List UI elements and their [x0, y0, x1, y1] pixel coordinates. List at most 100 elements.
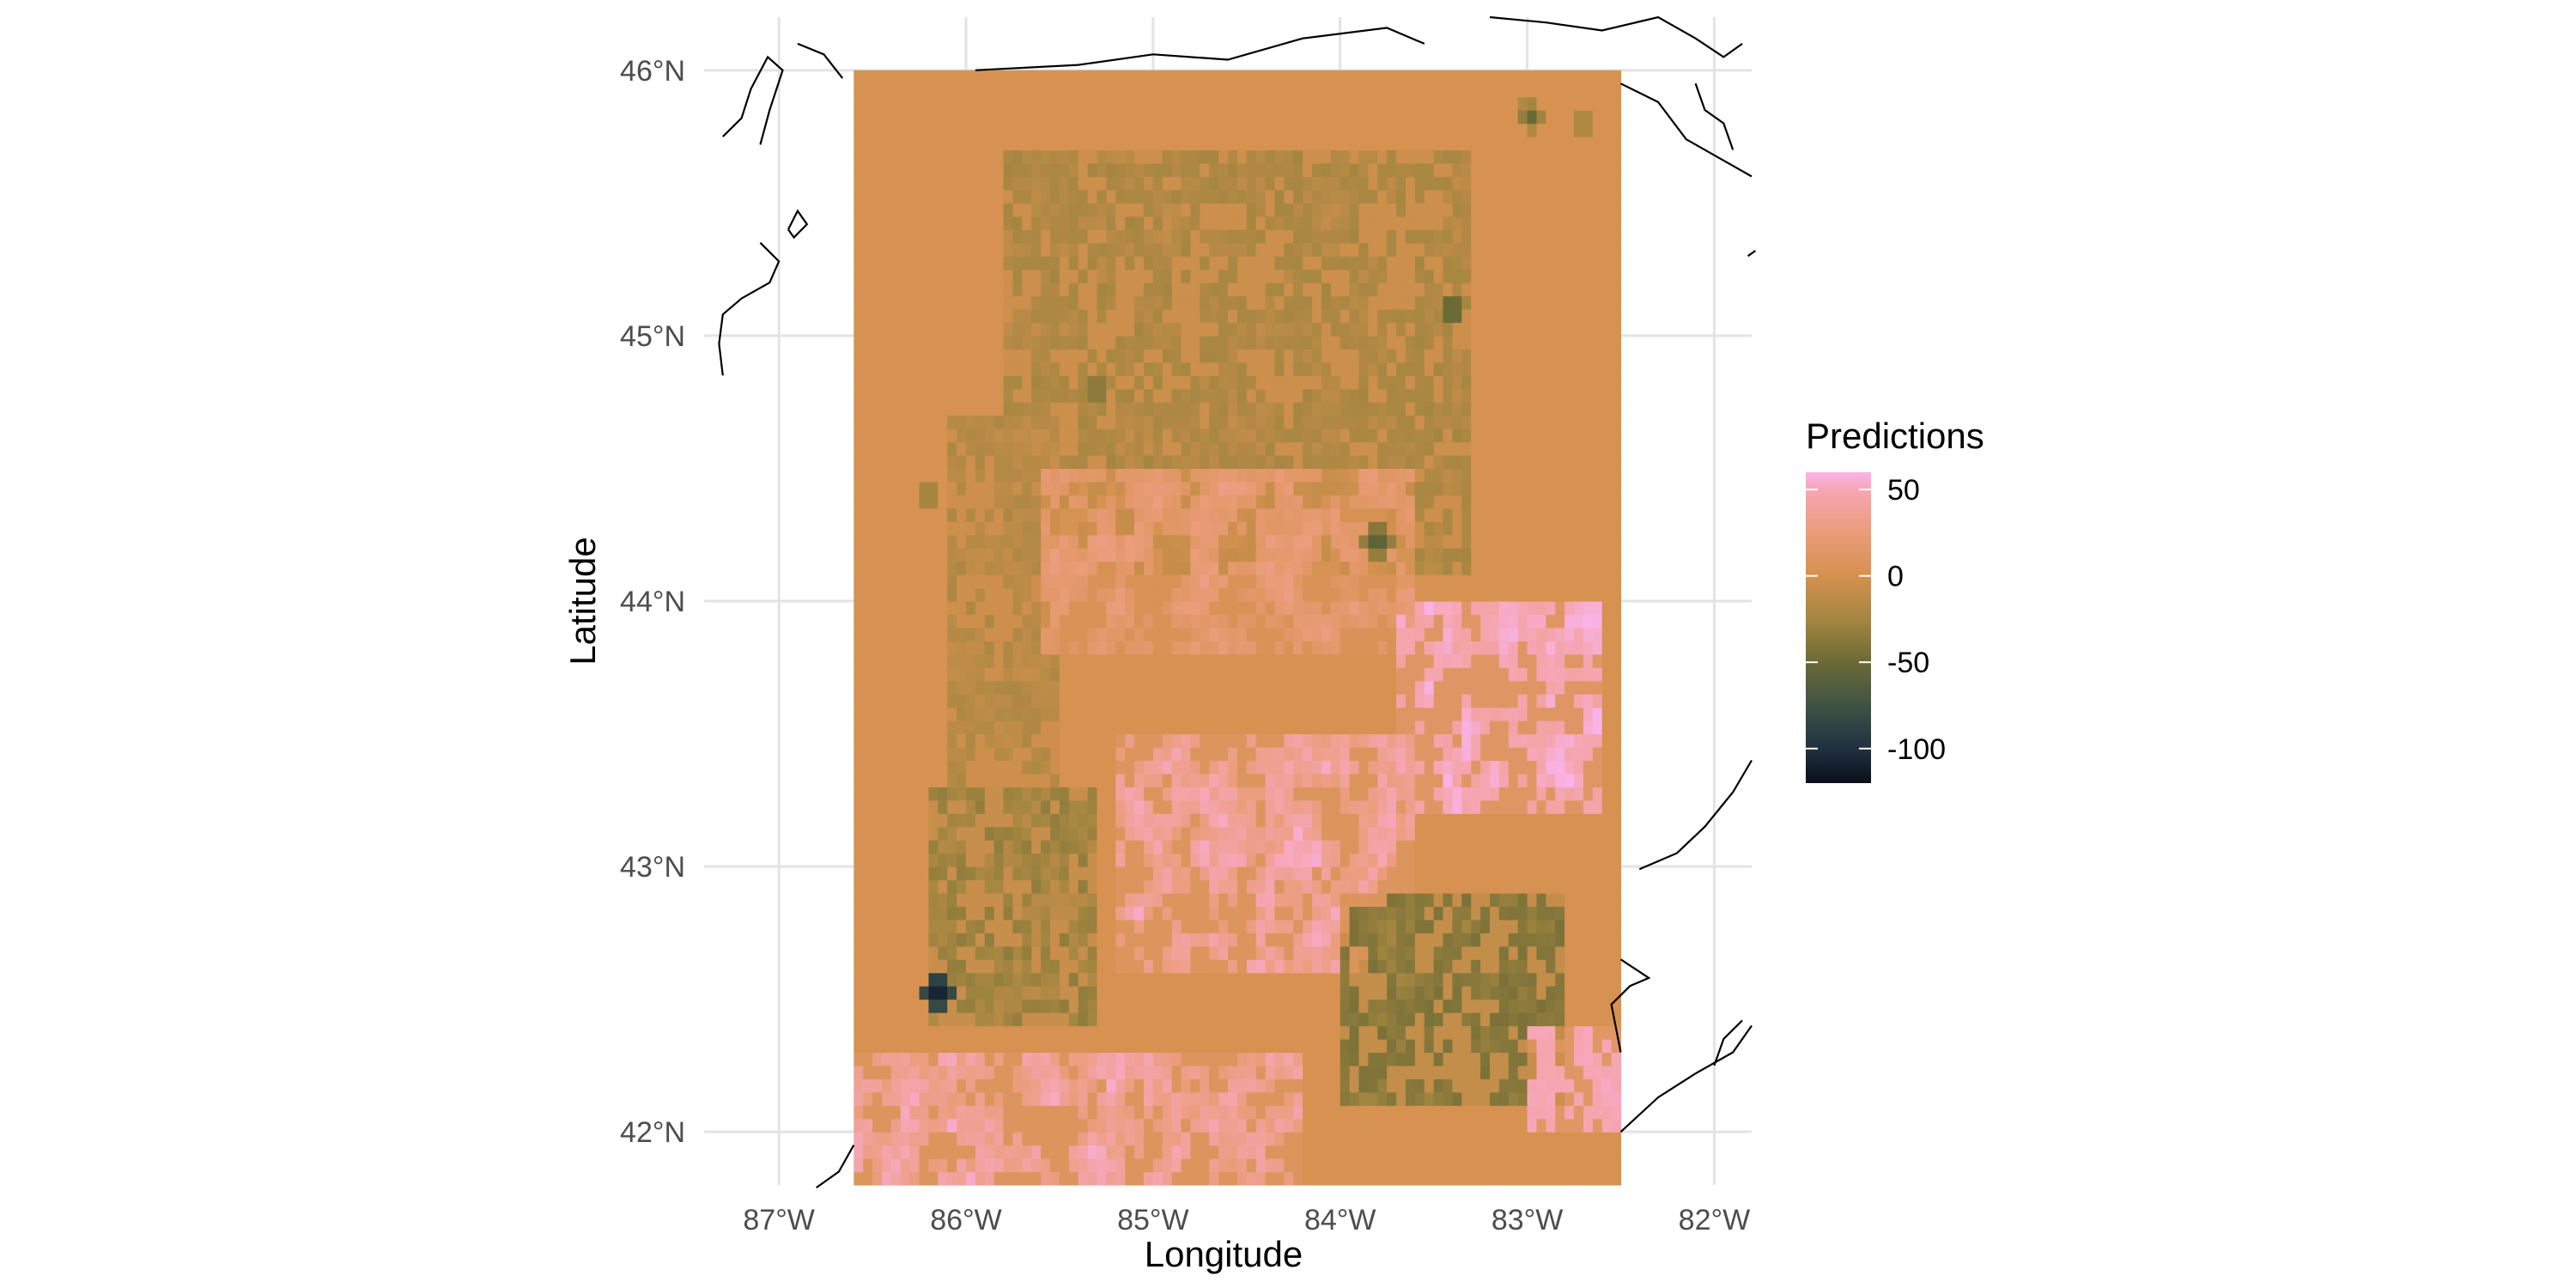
raster-cell [1443, 388, 1454, 403]
raster-cell [1358, 799, 1369, 814]
raster-cell [1396, 945, 1406, 960]
raster-cell [1601, 986, 1613, 1000]
raster-cell [1340, 826, 1351, 841]
raster-cell [1498, 561, 1510, 575]
raster-cell [1480, 972, 1491, 987]
raster-cell [966, 441, 976, 456]
raster-cell [1546, 1012, 1556, 1027]
raster-cell [1152, 972, 1163, 987]
raster-cell [1209, 1025, 1219, 1040]
raster-cell [928, 760, 939, 775]
raster-cell [909, 521, 920, 536]
raster-cell [947, 1065, 957, 1079]
raster-cell [975, 548, 986, 562]
raster-cell [1424, 733, 1435, 748]
raster-cell [1424, 1091, 1435, 1106]
raster-cell [1574, 853, 1584, 867]
raster-cell [1274, 1171, 1285, 1186]
raster-cell [1115, 1171, 1126, 1186]
raster-cell [1106, 866, 1116, 881]
raster-cell [1087, 959, 1098, 974]
raster-cell [1592, 1065, 1603, 1079]
raster-cell [1330, 986, 1341, 1000]
raster-cell [1050, 375, 1060, 390]
raster-cell [1097, 773, 1107, 787]
raster-cell [1377, 1065, 1388, 1079]
raster-cell [1508, 773, 1519, 787]
raster-cell [1312, 1105, 1322, 1120]
raster-cell [1190, 680, 1200, 695]
raster-cell [928, 1118, 939, 1133]
raster-cell [1218, 853, 1229, 867]
raster-cell [1377, 428, 1388, 443]
raster-cell [854, 521, 864, 536]
raster-cell [1480, 468, 1491, 483]
raster-cell [966, 574, 976, 589]
raster-cell [1162, 1132, 1173, 1146]
raster-cell [1508, 574, 1519, 589]
raster-cell [1246, 1052, 1257, 1066]
raster-cell [928, 548, 939, 562]
raster-cell [1414, 614, 1425, 629]
raster-cell [1087, 853, 1098, 867]
raster-cell [863, 906, 873, 920]
raster-cell [1583, 813, 1594, 828]
raster-cell [1312, 1052, 1322, 1066]
raster-cell [854, 906, 864, 920]
raster-cell [1536, 455, 1546, 470]
raster-cell [1377, 614, 1388, 629]
raster-cell [1152, 402, 1163, 416]
raster-cell [1414, 959, 1425, 974]
raster-cell [1236, 720, 1248, 735]
raster-cell [1022, 1171, 1032, 1186]
raster-cell [928, 495, 939, 509]
raster-cell [1405, 1105, 1416, 1120]
raster-cell [1274, 799, 1285, 814]
raster-cell [1330, 1145, 1341, 1159]
raster-cell [1536, 561, 1546, 575]
raster-cell [1583, 799, 1594, 814]
raster-cell [1601, 707, 1613, 721]
raster-cell [1536, 826, 1546, 841]
raster-cell [1330, 879, 1341, 894]
raster-cell [1349, 945, 1360, 960]
raster-cell [1181, 813, 1192, 828]
raster-cell [1583, 1118, 1594, 1133]
raster-cell [1059, 1105, 1070, 1120]
raster-cell [1125, 680, 1135, 695]
raster-cell [1265, 680, 1276, 695]
raster-cell [1536, 388, 1546, 403]
raster-cell [1181, 521, 1192, 536]
raster-cell [938, 402, 948, 416]
raster-cell [1171, 1052, 1182, 1066]
raster-cell [1536, 853, 1546, 867]
raster-cell [1106, 601, 1116, 616]
raster-cell [928, 455, 939, 470]
raster-cell [1330, 641, 1341, 655]
raster-cell [947, 747, 957, 762]
raster-cell [1592, 587, 1603, 602]
raster-cell [1583, 507, 1594, 522]
raster-cell [919, 694, 930, 708]
raster-cell [1387, 1132, 1397, 1146]
raster-cell [1387, 415, 1397, 429]
raster-cell [1125, 945, 1135, 960]
raster-cell [1312, 866, 1322, 881]
raster-cell [872, 733, 883, 748]
raster-cell [938, 1171, 948, 1186]
raster-cell [1396, 1065, 1406, 1079]
raster-cell [1405, 707, 1416, 721]
raster-cell [1368, 1065, 1378, 1079]
raster-cell [1443, 999, 1454, 1013]
raster-cell [1134, 481, 1145, 495]
raster-cell [1012, 733, 1023, 748]
raster-cell [1396, 787, 1406, 801]
raster-cell [947, 787, 957, 801]
raster-cell [1265, 959, 1276, 974]
raster-cell [1041, 601, 1051, 616]
raster-cell [947, 548, 957, 562]
raster-cell [1583, 933, 1594, 947]
raster-cell [890, 1025, 902, 1040]
raster-cell [947, 641, 957, 655]
raster-cell [1228, 455, 1238, 470]
